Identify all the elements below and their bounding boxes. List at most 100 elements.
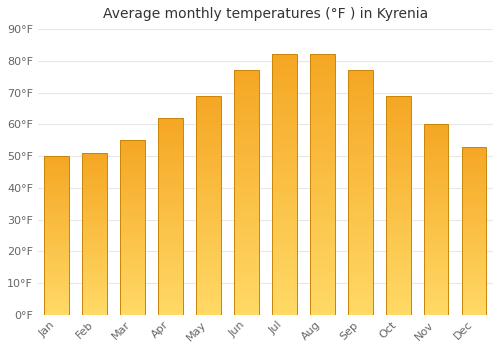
Bar xyxy=(82,283,107,284)
Bar xyxy=(348,173,372,174)
Bar xyxy=(82,245,107,246)
Bar xyxy=(120,226,145,228)
Bar xyxy=(158,303,183,304)
Bar xyxy=(44,241,69,242)
Bar xyxy=(272,304,296,306)
Bar xyxy=(234,206,259,207)
Bar xyxy=(386,191,410,192)
Bar xyxy=(348,83,372,84)
Bar xyxy=(120,140,145,141)
Bar xyxy=(82,248,107,249)
Bar xyxy=(234,239,259,240)
Bar xyxy=(234,300,259,301)
Bar xyxy=(386,105,410,106)
Bar xyxy=(120,298,145,299)
Bar xyxy=(310,287,334,289)
Bar xyxy=(234,90,259,91)
Bar xyxy=(310,187,334,189)
Bar xyxy=(462,178,486,179)
Bar xyxy=(196,261,221,262)
Bar xyxy=(196,132,221,133)
Bar xyxy=(310,149,334,151)
Bar xyxy=(234,96,259,97)
Bar xyxy=(348,261,372,262)
Bar xyxy=(158,237,183,238)
Bar xyxy=(310,251,334,252)
Bar xyxy=(82,153,107,315)
Bar xyxy=(82,195,107,196)
Bar xyxy=(386,253,410,254)
Bar xyxy=(196,116,221,117)
Bar xyxy=(348,260,372,261)
Bar xyxy=(272,247,296,248)
Bar xyxy=(424,137,448,138)
Bar xyxy=(310,271,334,272)
Bar xyxy=(424,134,448,135)
Bar xyxy=(82,207,107,208)
Bar xyxy=(234,116,259,117)
Bar xyxy=(310,140,334,142)
Bar xyxy=(158,228,183,229)
Bar xyxy=(44,175,69,176)
Bar xyxy=(310,285,334,286)
Bar xyxy=(196,117,221,118)
Bar xyxy=(120,275,145,276)
Bar xyxy=(158,293,183,294)
Bar xyxy=(272,92,296,93)
Bar xyxy=(82,257,107,258)
Bar xyxy=(158,189,183,190)
Bar xyxy=(158,283,183,284)
Bar xyxy=(310,250,334,251)
Bar xyxy=(120,184,145,185)
Bar xyxy=(310,218,334,220)
Bar xyxy=(44,161,69,162)
Bar xyxy=(158,297,183,298)
Bar xyxy=(196,248,221,249)
Bar xyxy=(234,175,259,177)
Bar xyxy=(82,302,107,303)
Bar xyxy=(44,297,69,298)
Bar xyxy=(158,221,183,222)
Bar xyxy=(82,314,107,315)
Bar xyxy=(310,226,334,228)
Bar xyxy=(310,112,334,113)
Bar xyxy=(386,226,410,227)
Bar xyxy=(120,308,145,309)
Bar xyxy=(120,279,145,280)
Bar xyxy=(310,151,334,152)
Bar xyxy=(386,188,410,189)
Bar xyxy=(272,156,296,157)
Bar xyxy=(158,232,183,233)
Bar xyxy=(82,156,107,157)
Bar xyxy=(424,299,448,300)
Bar xyxy=(120,284,145,285)
Bar xyxy=(310,293,334,294)
Bar xyxy=(386,99,410,100)
Bar xyxy=(82,277,107,278)
Bar xyxy=(44,168,69,169)
Bar xyxy=(424,214,448,215)
Bar xyxy=(120,180,145,181)
Bar xyxy=(44,239,69,240)
Bar xyxy=(234,310,259,311)
Bar xyxy=(82,203,107,204)
Bar xyxy=(310,144,334,146)
Bar xyxy=(44,276,69,277)
Bar xyxy=(196,304,221,305)
Bar xyxy=(158,301,183,302)
Bar xyxy=(234,289,259,290)
Bar xyxy=(386,248,410,249)
Bar xyxy=(310,294,334,295)
Bar xyxy=(82,191,107,192)
Bar xyxy=(234,304,259,305)
Bar xyxy=(44,159,69,160)
Bar xyxy=(82,219,107,220)
Bar xyxy=(234,216,259,217)
Bar xyxy=(310,304,334,306)
Bar xyxy=(234,244,259,245)
Bar xyxy=(348,238,372,239)
Bar xyxy=(462,164,486,165)
Bar xyxy=(424,206,448,207)
Bar xyxy=(424,144,448,145)
Bar xyxy=(310,152,334,153)
